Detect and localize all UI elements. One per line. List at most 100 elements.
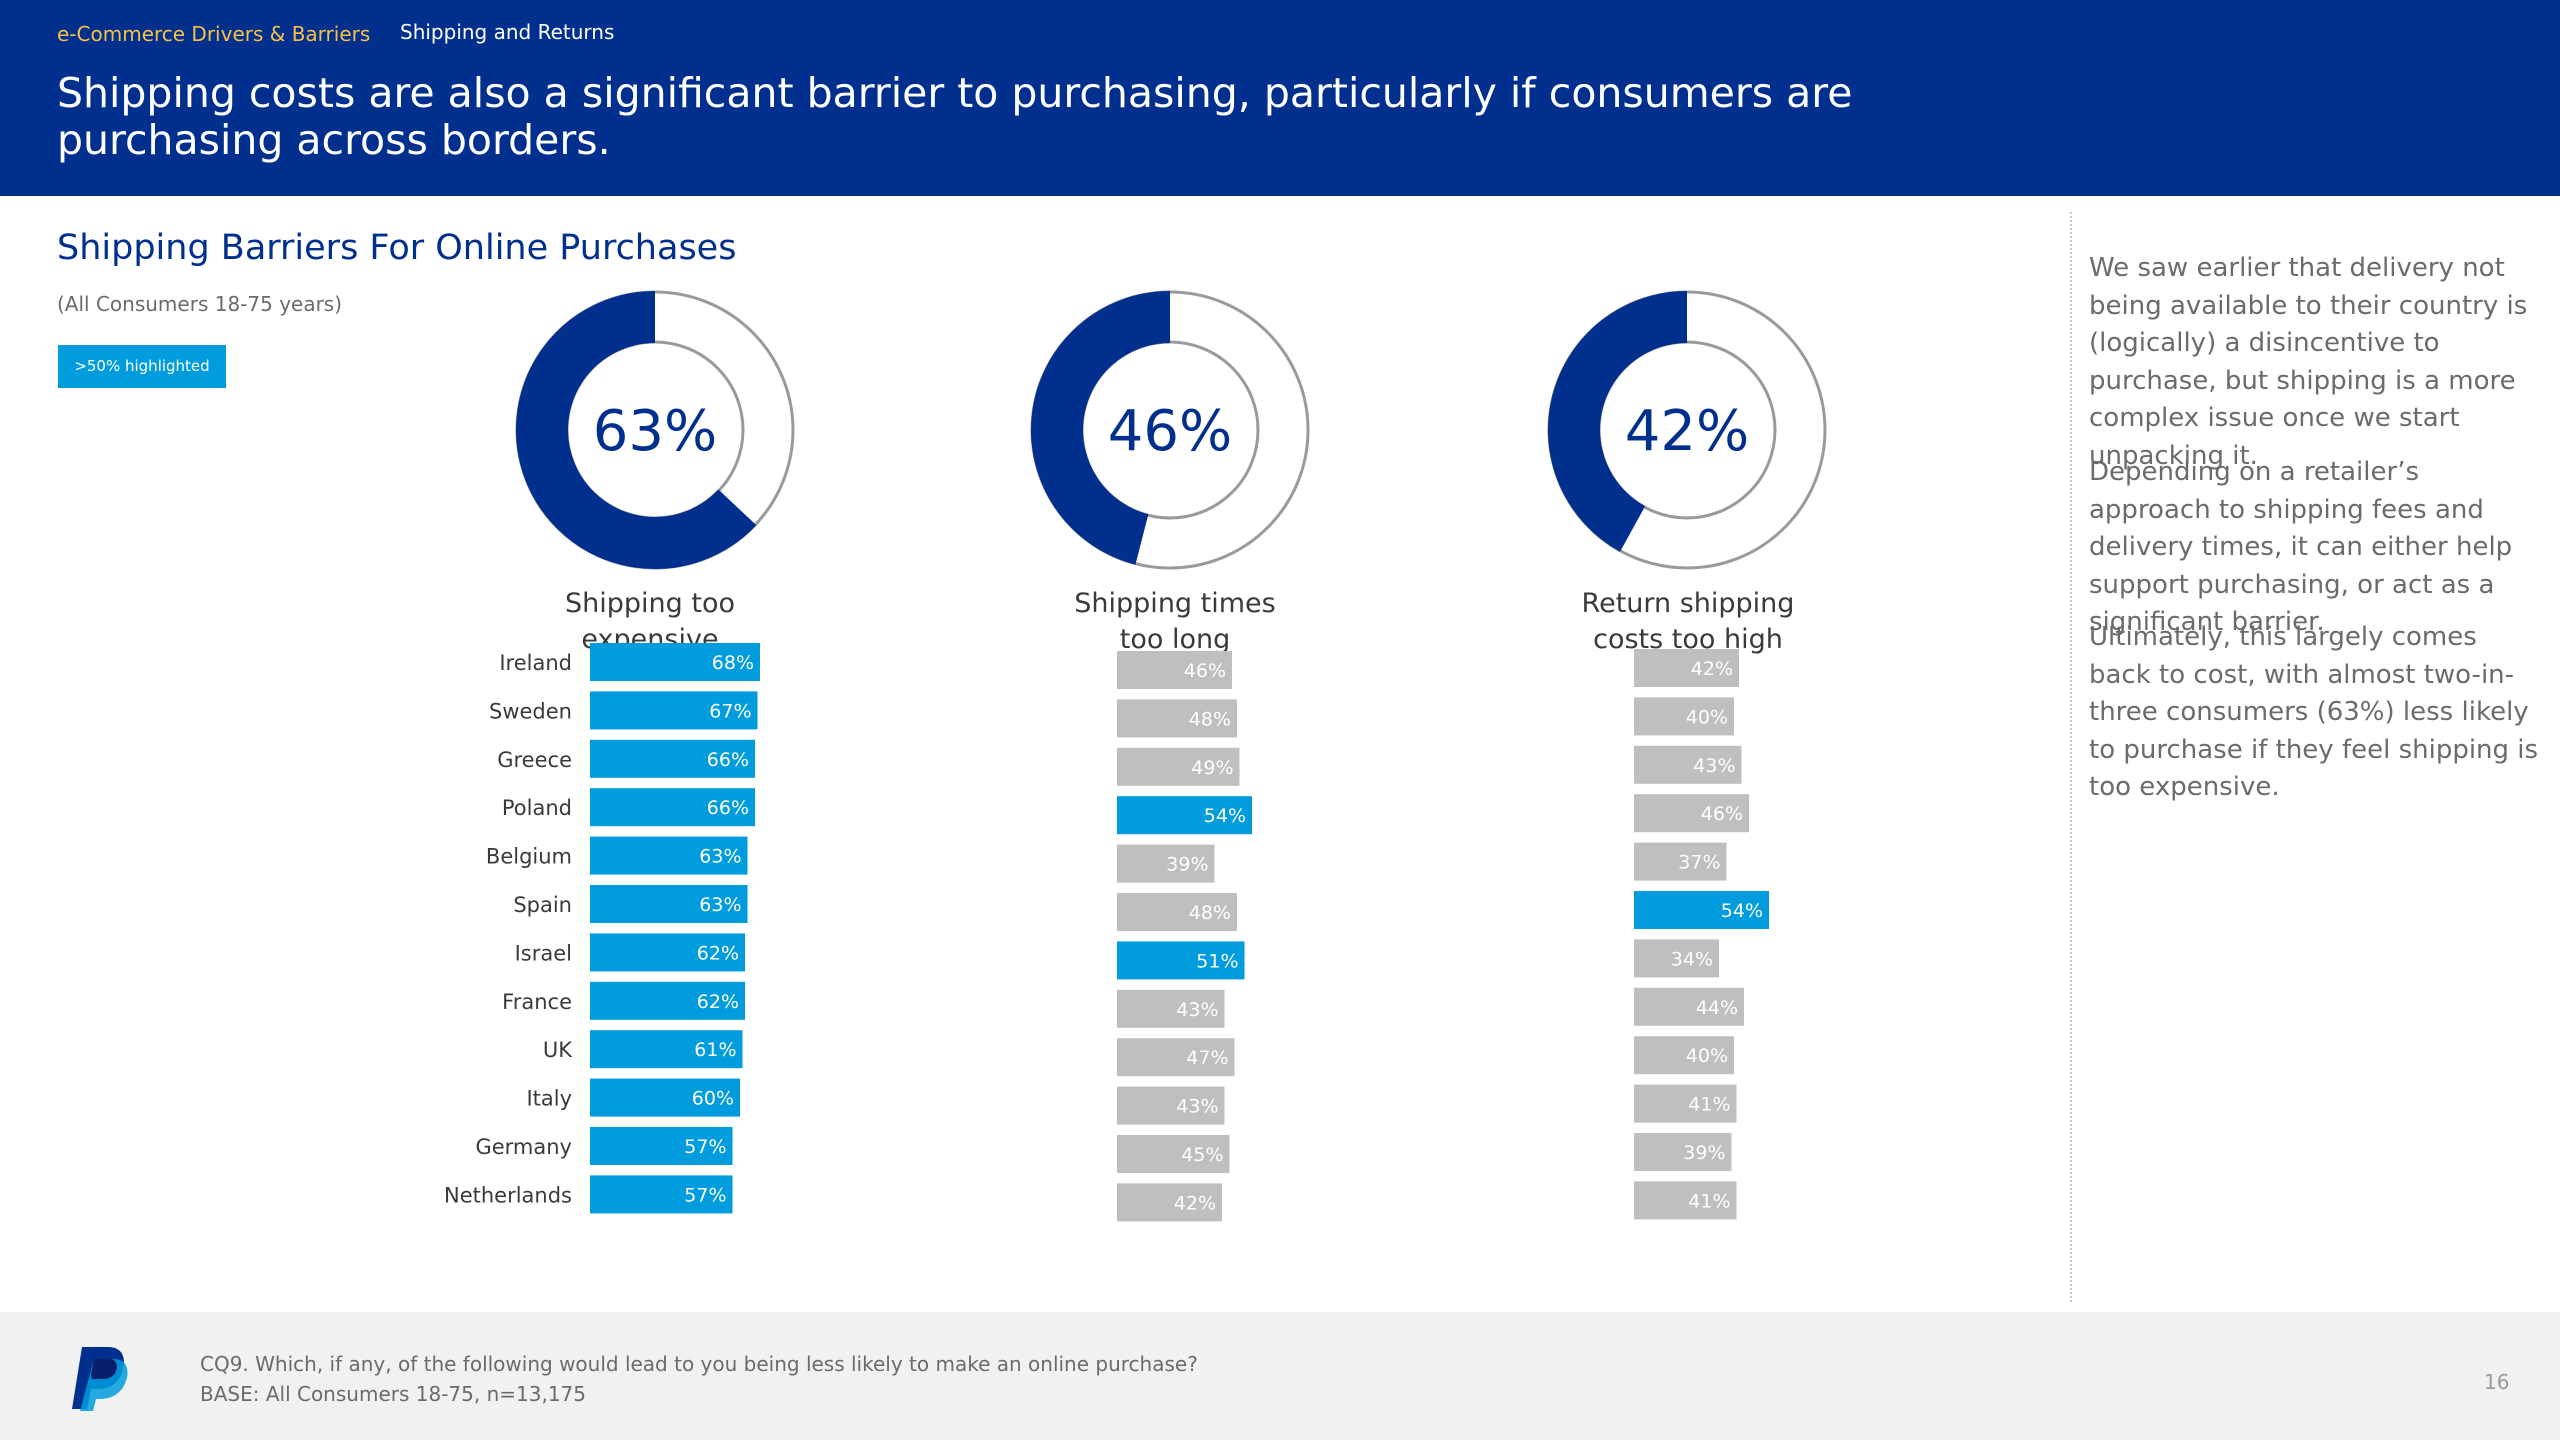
donut-value-arc [1031, 291, 1171, 565]
bar-data-label: 43% [1176, 999, 1218, 1021]
category-label: Poland [502, 796, 572, 820]
category-label: Belgium [486, 845, 572, 869]
bar-spain [1117, 893, 1237, 931]
bar-data-label: 39% [1683, 1142, 1725, 1164]
paypal-logo-icon [72, 1347, 128, 1411]
bar-germany [1634, 1133, 1732, 1171]
bar-greece [590, 739, 755, 778]
bar-data-label: 54% [1721, 900, 1763, 922]
footer-base: BASE: All Consumers 18-75, n=13,175 [200, 1382, 586, 1406]
chart-subtitle: (All Consumers 18-75 years) [57, 292, 343, 316]
bar-uk [1117, 1038, 1235, 1077]
bar-uk [590, 1030, 743, 1069]
category-label: Spain [513, 893, 572, 917]
bar-data-label: 47% [1186, 1047, 1228, 1069]
bar-data-label: 66% [707, 749, 749, 771]
bar-data-label: 66% [707, 797, 749, 819]
bar-israel [1634, 939, 1719, 978]
bar-data-label: 43% [1693, 755, 1735, 777]
category-label: Sweden [489, 699, 572, 723]
bar-sweden [1634, 697, 1734, 736]
bar-greece [1634, 745, 1742, 784]
bar-data-label: 42% [1174, 1192, 1216, 1214]
chart-series-title: Return shipping [1582, 588, 1795, 619]
page-number: 16 [2484, 1370, 2510, 1394]
bar-data-label: 45% [1181, 1144, 1223, 1166]
bar-poland [1117, 796, 1252, 835]
bar-poland [590, 788, 755, 827]
bar-ireland [1634, 649, 1739, 687]
category-label: Germany [475, 1135, 572, 1159]
bar-data-label: 48% [1189, 708, 1231, 730]
donut-percent-label: 42% [1625, 399, 1749, 464]
bar-germany [1117, 1135, 1230, 1173]
page-title: Shipping costs are also a significant ba… [57, 69, 1853, 164]
donut-value-arc [1548, 291, 1688, 552]
bar-data-label: 40% [1686, 706, 1728, 728]
bar-data-label: 51% [1196, 950, 1238, 972]
chart-title: Shipping Barriers For Online Purchases [57, 228, 737, 268]
bar-israel [1117, 941, 1245, 980]
bar-netherlands [1634, 1181, 1737, 1220]
bar-sweden [590, 691, 758, 730]
bar-belgium [590, 836, 748, 875]
commentary-paragraph-2: Depending on a retailer’s approach to sh… [2089, 457, 2513, 637]
category-label: France [502, 990, 572, 1014]
bar-data-label: 63% [699, 894, 741, 916]
bar-spain [590, 885, 748, 923]
bar-data-label: 57% [684, 1184, 726, 1206]
bar-data-label: 62% [697, 942, 739, 964]
bar-data-label: 39% [1166, 854, 1208, 876]
commentary-paragraph-3: Ultimately, this largely comes back to c… [2089, 622, 2539, 802]
bar-italy [1634, 1084, 1737, 1123]
bar-uk [1634, 1036, 1734, 1075]
category-label: Greece [497, 748, 572, 772]
bar-data-label: 46% [1701, 803, 1743, 825]
category-label: Netherlands [444, 1183, 572, 1207]
bar-data-label: 41% [1688, 1190, 1730, 1212]
bar-spain [1634, 891, 1769, 929]
bar-france [1117, 989, 1225, 1028]
bar-data-label: 54% [1204, 805, 1246, 827]
commentary-paragraph-1: We saw earlier that delivery not being a… [2089, 253, 2528, 471]
bar-france [590, 981, 745, 1020]
header-bar [0, 0, 2560, 196]
chart-series-title: Shipping too [565, 588, 735, 619]
bar-netherlands [1117, 1183, 1222, 1222]
bar-italy [590, 1078, 740, 1117]
column-divider [2070, 212, 2072, 1302]
donut-percent-label: 46% [1108, 399, 1232, 464]
bar-belgium [1117, 844, 1215, 883]
bar-france [1634, 987, 1744, 1026]
bar-data-label: 48% [1189, 902, 1231, 924]
bar-data-label: 37% [1678, 852, 1720, 874]
donut-value-arc [516, 291, 757, 569]
breadcrumb-topic[interactable]: Shipping and Returns [400, 20, 615, 44]
category-label: Italy [526, 1087, 572, 1111]
bar-israel [590, 933, 745, 972]
footer-question: CQ9. Which, if any, of the following wou… [200, 1352, 1198, 1376]
bar-netherlands [590, 1175, 733, 1214]
chart-series-title: too long [1120, 624, 1230, 655]
bar-sweden [1117, 699, 1237, 738]
bar-data-label: 41% [1688, 1094, 1730, 1116]
bar-greece [1117, 747, 1240, 786]
bar-ireland [1117, 651, 1232, 689]
bar-ireland [590, 643, 760, 681]
category-label: Ireland [499, 651, 572, 675]
bar-data-label: 44% [1696, 997, 1738, 1019]
bar-data-label: 46% [1184, 660, 1226, 682]
donut-percent-label: 63% [593, 399, 717, 464]
bar-belgium [1634, 842, 1727, 881]
bar-data-label: 63% [699, 846, 741, 868]
bar-data-label: 57% [684, 1136, 726, 1158]
bar-italy [1117, 1086, 1225, 1125]
bar-data-label: 67% [709, 700, 751, 722]
chart-series-title: Shipping times [1074, 588, 1275, 619]
footer-bar [0, 1312, 2560, 1440]
bar-data-label: 49% [1191, 757, 1233, 779]
breadcrumb-section[interactable]: e-Commerce Drivers & Barriers [57, 22, 371, 46]
bar-data-label: 43% [1176, 1096, 1218, 1118]
highlight-legend-badge: >50% highlighted [58, 345, 226, 388]
